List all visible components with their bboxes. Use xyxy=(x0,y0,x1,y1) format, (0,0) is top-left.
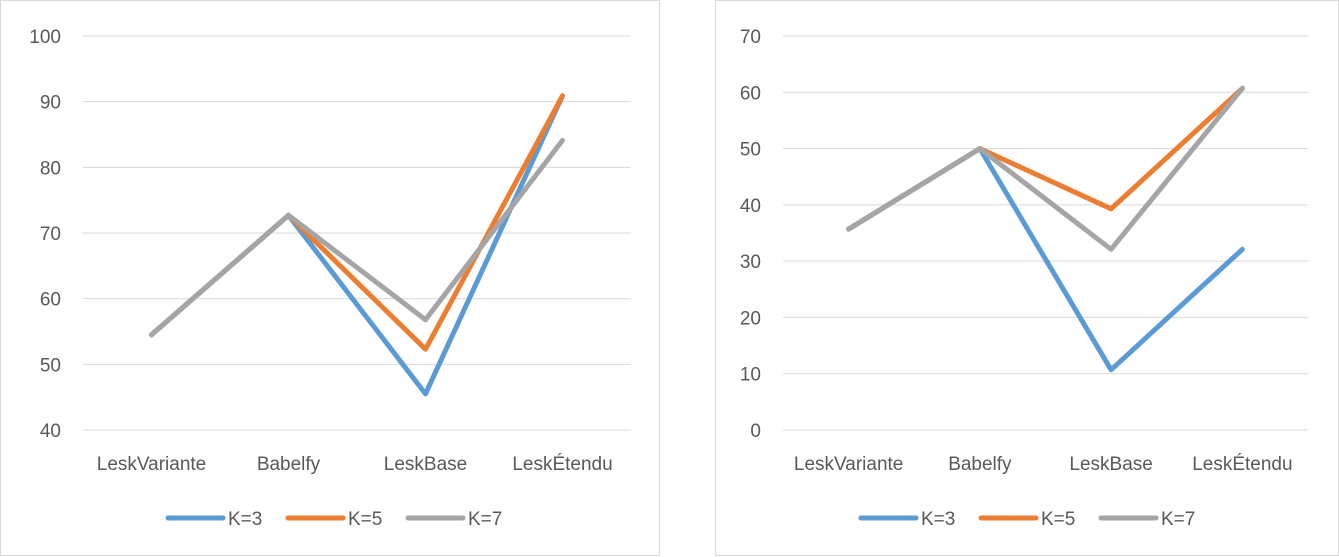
x-tick-label: Babelfy xyxy=(948,454,1012,475)
legend-label: K=7 xyxy=(468,509,502,530)
x-tick-label: LeskBase xyxy=(384,454,467,475)
legend-label: K=5 xyxy=(1041,509,1075,530)
series-line-k3 xyxy=(846,146,1245,373)
chart-panel-right: 0 10 20 30 40 50 60 70 LeskVariante Babelfy LeskBa… xyxy=(715,0,1339,556)
series-line-k7 xyxy=(149,137,565,338)
y-tick-label: 20 xyxy=(740,308,761,329)
x-tick-label: LeskÉtendu xyxy=(512,454,612,475)
y-tick-label: 50 xyxy=(40,355,61,376)
y-tick-label: 0 xyxy=(750,421,761,442)
y-tick-label: 70 xyxy=(740,27,761,48)
chart-panel-left: 40 50 60 70 80 90 100 LeskVariante Babelfy LeskBa… xyxy=(0,0,660,556)
y-tick-label: 50 xyxy=(740,140,761,161)
legend-label: K=7 xyxy=(1161,509,1195,530)
y-tick-label: 10 xyxy=(740,365,761,386)
y-tick-label: 70 xyxy=(40,224,61,245)
y-tick-label: 40 xyxy=(40,421,61,442)
legend-label: K=3 xyxy=(921,509,955,530)
x-tick-label: LeskVariante xyxy=(97,454,207,475)
y-tick-label: 40 xyxy=(740,196,761,217)
y-tick-label: 90 xyxy=(40,93,61,114)
series-line-k3 xyxy=(149,93,565,397)
x-tick-label: LeskVariante xyxy=(794,454,904,475)
y-tick-label: 60 xyxy=(40,290,61,311)
legend-label: K=3 xyxy=(228,509,262,530)
line-chart-right: 0 10 20 30 40 50 60 70 LeskVariante Babelfy LeskBa… xyxy=(740,27,1308,530)
x-tick-label: LeskÉtendu xyxy=(1192,454,1292,475)
y-tick-label: 60 xyxy=(740,83,761,104)
y-tick-label: 80 xyxy=(40,158,61,179)
line-chart-left: 40 50 60 70 80 90 100 LeskVariante Babelfy LeskBa… xyxy=(29,27,631,530)
y-tick-label: 100 xyxy=(29,27,61,48)
legend-label: K=5 xyxy=(348,509,382,530)
y-tick-label: 30 xyxy=(740,252,761,273)
x-tick-label: LeskBase xyxy=(1069,454,1152,475)
x-tick-label: Babelfy xyxy=(257,454,321,475)
series-line-k7 xyxy=(846,85,1245,252)
